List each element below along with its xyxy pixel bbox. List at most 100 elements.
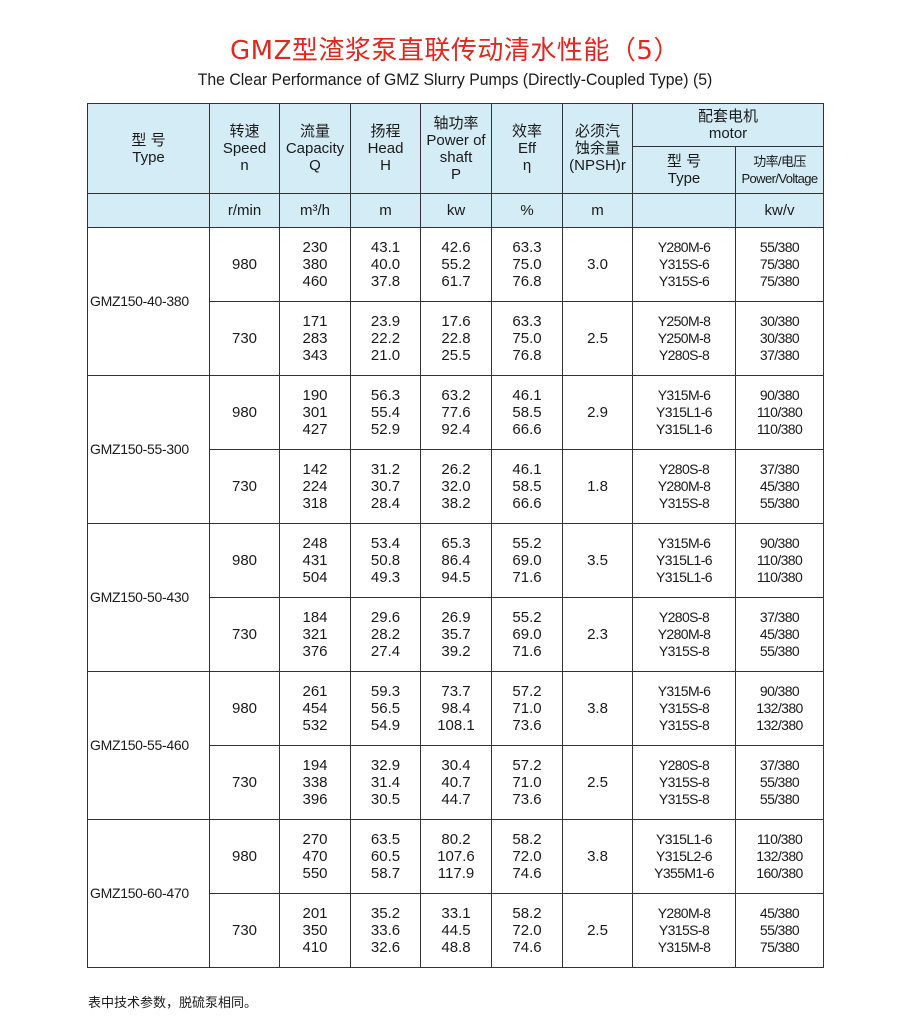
motor-power-voltage-cell: 30/380 30/380 37/380	[734, 301, 825, 376]
header-speed: 转速 Speed n	[209, 103, 280, 194]
head-cell: 35.2 33.6 32.6	[350, 893, 421, 968]
table-row: GMZ150-55-300 980 190 301 427 56.3 55.4 52.…	[87, 375, 825, 524]
eff-cell: 57.2 71.0 73.6	[491, 671, 563, 746]
unit-npsh: m	[562, 193, 633, 228]
motor-type-cell: Y315M-6 Y315L1-6 Y315L1-6	[632, 523, 736, 598]
table-row: GMZ150-55-460 980 261 454 532 59.3 56.5 54.…	[87, 671, 825, 820]
head-cell: 23.9 22.2 21.0	[350, 301, 421, 376]
motor-power-voltage-cell: 37/380 45/380 55/380	[734, 597, 825, 672]
speed-cell: 730	[209, 597, 280, 672]
speed-cell: 730	[209, 745, 280, 820]
speed-cell: 980	[209, 671, 280, 746]
npsh-cell: 2.5	[562, 893, 633, 968]
motor-type-cell: Y280M-8 Y315S-8 Y315M-8	[632, 893, 736, 968]
speed-cell: 730	[209, 893, 280, 968]
capacity-cell: 201 350 410	[279, 893, 351, 968]
pump-type: GMZ150-55-460	[87, 671, 210, 820]
power-cell: 65.3 86.4 94.5	[420, 523, 492, 598]
header-power: 轴功率 Power of shaft P	[420, 103, 492, 194]
unit-eff: %	[491, 193, 563, 228]
power-cell: 17.6 22.8 25.5	[420, 301, 492, 376]
npsh-cell: 3.8	[562, 819, 633, 894]
head-cell: 59.3 56.5 54.9	[350, 671, 421, 746]
pump-type: GMZ150-55-300	[87, 375, 210, 524]
table-row: 730 142 224 318 31.2 30.7 28.4 26.2 32.0 38…	[88, 449, 825, 524]
unit-motor-type	[632, 193, 736, 228]
eff-cell: 46.1 58.5 66.6	[491, 375, 563, 450]
eff-cell: 55.2 69.0 71.6	[491, 597, 563, 672]
capacity-cell: 261 454 532	[279, 671, 351, 746]
motor-power-voltage-cell: 55/380 75/380 75/380	[734, 227, 825, 302]
power-cell: 63.2 77.6 92.4	[420, 375, 492, 450]
head-cell: 63.5 60.5 58.7	[350, 819, 421, 894]
motor-type-cell: Y280S-8 Y280M-8 Y315S-8	[632, 449, 736, 524]
performance-table: 型 号 Type 转速 Speed n 流量 Capacity Q 扬程 Hea…	[87, 103, 825, 968]
capacity-cell: 184 321 376	[279, 597, 351, 672]
npsh-cell: 3.5	[562, 523, 633, 598]
header-head: 扬程 Head H	[350, 103, 421, 194]
power-cell: 30.4 40.7 44.7	[420, 745, 492, 820]
eff-cell: 58.2 72.0 74.6	[491, 819, 563, 894]
eff-cell: 46.1 58.5 66.6	[491, 449, 563, 524]
capacity-cell: 142 224 318	[279, 449, 351, 524]
page-title: GMZ型渣浆泵直联传动清水性能（5）	[230, 36, 680, 66]
unit-head: m	[350, 193, 421, 228]
head-cell: 56.3 55.4 52.9	[350, 375, 421, 450]
capacity-cell: 270 470 550	[279, 819, 351, 894]
motor-power-voltage-cell: 90/380 132/380 132/380	[734, 671, 825, 746]
motor-power-voltage-cell: 90/380 110/380 110/380	[734, 375, 825, 450]
motor-type-cell: Y280S-8 Y280M-8 Y315S-8	[632, 597, 736, 672]
motor-power-voltage-cell: 45/380 55/380 75/380	[734, 893, 825, 968]
header-motor: 配套电机 motor	[631, 103, 825, 147]
power-cell: 26.2 32.0 38.2	[420, 449, 492, 524]
table-row: GMZ150-60-470 980 270 470 550 63.5 60.5 58.…	[87, 819, 825, 968]
motor-type-cell: Y250M-8 Y250M-8 Y280S-8	[632, 301, 736, 376]
capacity-cell: 194 338 396	[279, 745, 351, 820]
motor-power-voltage-cell: 90/380 110/380 110/380	[734, 523, 825, 598]
table-row: 730 194 338 396 32.9 31.4 30.5 30.4 40.7 44…	[88, 745, 825, 820]
speed-cell: 980	[209, 819, 280, 894]
head-cell: 53.4 50.8 49.3	[350, 523, 421, 598]
header-capacity: 流量 Capacity Q	[279, 103, 351, 194]
header-eff: 效率 Eff η	[491, 103, 563, 194]
head-cell: 29.6 28.2 27.4	[350, 597, 421, 672]
motor-type-cell: Y315L1-6 Y315L2-6 Y355M1-6	[632, 819, 736, 894]
unit-power: kw	[420, 193, 492, 228]
capacity-cell: 248 431 504	[279, 523, 351, 598]
power-cell: 33.1 44.5 48.8	[420, 893, 492, 968]
pump-type: GMZ150-50-430	[87, 523, 210, 672]
unit-capacity: m³/h	[279, 193, 351, 228]
motor-type-cell: Y280M-6 Y315S-6 Y315S-6	[632, 227, 736, 302]
header-motor-type: 型 号 Type	[632, 146, 736, 194]
power-cell: 42.6 55.2 61.7	[420, 227, 492, 302]
capacity-cell: 190 301 427	[279, 375, 351, 450]
npsh-cell: 1.8	[562, 449, 633, 524]
table-row: 730 184 321 376 29.6 28.2 27.4 26.9 35.7 39…	[88, 597, 825, 672]
speed-cell: 980	[209, 523, 280, 598]
npsh-cell: 2.9	[562, 375, 633, 450]
pump-type: GMZ150-40-380	[87, 227, 210, 376]
eff-cell: 63.3 75.0 76.8	[491, 227, 563, 302]
motor-power-voltage-cell: 37/380 45/380 55/380	[734, 449, 825, 524]
capacity-cell: 171 283 343	[279, 301, 351, 376]
npsh-cell: 3.8	[562, 671, 633, 746]
table-row: GMZ150-50-430 980 248 431 504 53.4 50.8 49.…	[87, 523, 825, 672]
eff-cell: 55.2 69.0 71.6	[491, 523, 563, 598]
npsh-cell: 3.0	[562, 227, 633, 302]
motor-type-cell: Y315M-6 Y315L1-6 Y315L1-6	[632, 375, 736, 450]
power-cell: 80.2 107.6 117.9	[420, 819, 492, 894]
unit-speed: r/min	[209, 193, 280, 228]
npsh-cell: 2.5	[562, 745, 633, 820]
motor-type-cell: Y315M-6 Y315S-8 Y315S-8	[632, 671, 736, 746]
power-cell: 26.9 35.7 39.2	[420, 597, 492, 672]
speed-cell: 730	[209, 449, 280, 524]
motor-power-voltage-cell: 110/380 132/380 160/380	[734, 819, 825, 894]
unit-type	[87, 193, 210, 228]
page-subtitle: The Clear Performance of GMZ Slurry Pump…	[197, 70, 713, 89]
header-npsh: 必须汽 蚀余量 (NPSH)r	[562, 103, 633, 194]
header-motor-power-voltage: 功率/电压 Power/Voltage	[734, 146, 825, 194]
npsh-cell: 2.5	[562, 301, 633, 376]
footnote: 表中技术参数，脱硫泵相同。	[88, 996, 258, 1011]
header-type: 型 号 Type	[87, 103, 210, 194]
eff-cell: 63.3 75.0 76.8	[491, 301, 563, 376]
